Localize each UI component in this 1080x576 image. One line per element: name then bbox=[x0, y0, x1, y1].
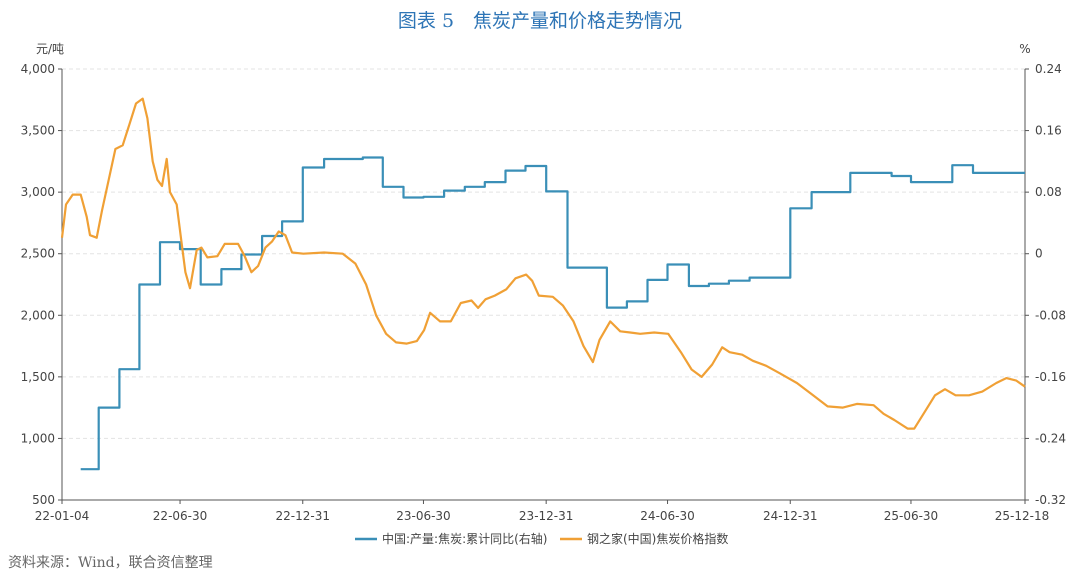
x-tick-label: 24-06-30 bbox=[640, 509, 694, 523]
x-tick-label: 25-06-30 bbox=[884, 509, 938, 523]
left-tick-label: 500 bbox=[32, 493, 55, 507]
series-line-production-growth bbox=[80, 156, 1025, 471]
x-tick-label: 22-06-30 bbox=[153, 509, 207, 523]
x-tick-label: 25-12-18 bbox=[995, 509, 1049, 523]
left-tick-label: 2,500 bbox=[21, 247, 55, 261]
right-tick-label: -0.08 bbox=[1035, 308, 1066, 322]
right-tick-label: 0 bbox=[1035, 247, 1043, 261]
right-tick-label: 0.16 bbox=[1035, 124, 1062, 138]
legend: 中国:产量:焦炭:累计同比(右轴) 钢之家(中国)焦炭价格指数 bbox=[355, 531, 728, 546]
right-tick-label: -0.16 bbox=[1035, 370, 1066, 384]
x-tick-label: 22-01-04 bbox=[35, 509, 89, 523]
left-tick-label: 2,000 bbox=[21, 308, 55, 322]
left-tick-label: 1,500 bbox=[21, 370, 55, 384]
gridlines bbox=[62, 68, 1025, 439]
left-axis-unit: 元/吨 bbox=[36, 42, 64, 56]
series-line-coke-price bbox=[60, 97, 1026, 430]
source-note: 资料来源：Wind，联合资信整理 bbox=[8, 555, 213, 571]
series-lines bbox=[60, 97, 1026, 471]
x-tick-label: 23-06-30 bbox=[396, 509, 450, 523]
axes: 4,000 3,500 3,000 2,500 2,000 1,500 1,000 500 0.… bbox=[21, 42, 1066, 523]
legend-item-coke-price-label: 钢之家(中国)焦炭价格指数 bbox=[587, 531, 728, 546]
right-tick-label: 0.08 bbox=[1035, 185, 1062, 199]
x-tick-label: 22-12-31 bbox=[276, 509, 330, 523]
figure-title: 图表 5 焦炭产量和价格走势情况 bbox=[397, 10, 683, 32]
left-tick-label: 3,500 bbox=[21, 124, 55, 138]
left-tick-label: 3,000 bbox=[21, 185, 55, 199]
left-tick-label: 1,000 bbox=[21, 431, 55, 445]
legend-item-production-growth-label: 中国:产量:焦炭:累计同比(右轴) bbox=[382, 531, 548, 546]
right-tick-label: 0.24 bbox=[1035, 62, 1062, 76]
x-tick-label: 23-12-31 bbox=[519, 509, 573, 523]
right-axis-unit: % bbox=[1019, 42, 1030, 56]
right-tick-label: -0.24 bbox=[1035, 431, 1066, 445]
left-tick-label: 4,000 bbox=[21, 62, 55, 76]
x-tick-label: 24-12-31 bbox=[763, 509, 817, 523]
right-tick-label: -0.32 bbox=[1035, 493, 1066, 507]
